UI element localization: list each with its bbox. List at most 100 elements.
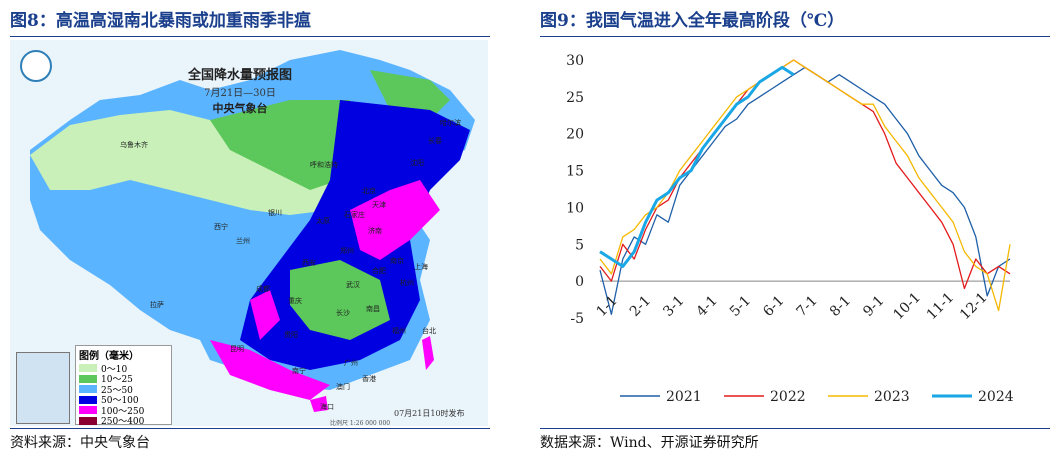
map-issue-time: 07月21日10时发布 [394,409,465,418]
city-label: 长春 [428,137,442,145]
series-line-2024 [599,65,795,268]
city-label: 广州 [344,359,358,367]
legend-row: 10～25 [76,374,171,385]
legend-swatch [79,395,97,404]
left-source-rule [10,428,490,429]
legend-swatch [79,364,97,373]
legend-swatch [79,385,97,394]
map-legend: 图例（毫米） 0～10 10～25 25～50 50～100 100～250 250～40… [75,345,172,426]
y-tick-label: -5 [570,311,584,327]
city-label: 拉萨 [150,301,164,309]
city-label: 南京 [390,257,404,265]
chart-legend: 2021 2022 2023 2024 [620,389,1014,405]
x-tick-label: 12-1 [957,290,991,324]
legend-label: 100～250 [101,406,145,417]
legend-row: 100～250 [76,405,171,417]
city-label: 西宁 [214,223,228,231]
hainan-island [310,396,328,412]
legend-swatch [79,406,97,415]
city-label: 太原 [316,217,330,225]
legend-label: 50～100 [101,396,139,407]
legend-label-2023: 2023 [874,389,910,405]
city-label: 贵阳 [284,331,298,339]
city-label: 昆明 [230,345,244,353]
city-label: 银川 [268,209,282,217]
city-label: 海口 [320,403,334,411]
city-label: 济南 [368,227,382,235]
legend-row: 25～50 [76,384,171,396]
map-title: 全国降水量预报图 [187,68,292,83]
city-label: 呼和浩特 [310,161,338,169]
x-tick-label: 2-1 [627,293,654,320]
map-date-range: 7月21日—30日 [204,88,276,99]
chart-series-lines [599,59,1011,315]
map-org: 中央气象台 [212,102,268,115]
y-tick-label: 5 [575,237,584,253]
city-label: 沈阳 [410,159,424,167]
map-magenta-region [350,180,440,260]
y-tick-label: 20 [566,127,584,143]
series-line-2023 [599,59,1011,312]
y-tick-label: 15 [566,164,584,180]
south-china-sea-inset [16,352,70,424]
series-line-2022 [599,59,1011,290]
city-label: 上海 [414,263,428,271]
left-figure-title: 图8：高温高湿南北暴雨或加重雨季非瘟 [10,11,311,31]
city-label: 合肥 [372,267,386,275]
city-label: 成都 [256,285,270,293]
x-tick-label: 3-1 [660,293,687,320]
legend-label: 10～25 [101,375,133,386]
city-label: 福州 [392,327,406,335]
map-magenta-south [210,340,330,400]
x-tick-label: 6-1 [760,293,787,320]
legend-label-2021: 2021 [666,389,702,405]
cma-logo-icon [20,50,52,82]
legend-row: 250～400 [76,416,171,426]
right-figure-title: 图9：我国气温进入全年最高阶段（℃） [540,11,845,31]
left-source: 资料来源：中央气象台 [10,435,150,451]
precipitation-map: 全国降水量预报图 7月21日—30日 中央气象台 乌鲁木齐 呼和浩特 银川 沈阳… [10,40,488,426]
x-tick-label: 8-1 [827,293,854,320]
city-label: 南昌 [366,305,380,313]
city-label: 石家庄 [344,211,365,219]
x-tick-label: 10-1 [890,290,924,324]
city-label: 哈尔滨 [440,119,461,127]
map-shapes [30,50,475,412]
city-label: 乌鲁木齐 [120,141,148,149]
x-tick-label: 4-1 [694,293,721,320]
city-label: 西安 [302,259,316,267]
legend-label: 250～400 [101,417,145,426]
map-magenta-southwest [250,290,280,340]
x-tick-label: 7-1 [794,293,821,320]
x-tick-label: 9-1 [860,293,887,320]
city-label: 杭州 [400,279,414,287]
temperature-line-chart: 1-1 2-1 3-1 4-1 5-1 6-1 7-1 8-1 9-1 10-1 11-1 12-1 … [566,53,1014,405]
x-tick-label: 1-1 [594,293,621,320]
legend-label: 0～10 [101,364,128,375]
y-tick-label: 25 [566,90,584,106]
city-label: 兰州 [236,237,250,245]
legend-swatch [79,416,97,425]
x-tick-label: 11-1 [924,290,958,324]
legend-label: 25～50 [101,385,133,396]
left-title-rule [10,36,490,37]
city-label: 重庆 [288,297,302,305]
y-tick-label: 0 [575,274,584,290]
right-source-rule [540,428,1050,429]
y-tick-label: 30 [566,53,584,69]
chart-y-ticks: -5 0 5 10 15 20 25 30 [566,53,584,327]
city-label: 北京 [362,187,376,195]
city-label: 香港 [362,375,376,383]
city-label: 郑州 [340,247,354,255]
city-label: 澳门 [336,383,350,391]
chart-x-ticks: 1-1 2-1 3-1 4-1 5-1 6-1 7-1 8-1 9-1 10-1 11-1 12-1 [594,290,991,324]
city-label: 台北 [422,327,436,335]
x-tick-label: 5-1 [727,293,754,320]
legend-label-2022: 2022 [770,389,806,405]
taiwan-island [422,336,434,370]
legend-swatch [79,374,97,383]
legend-label-2024: 2024 [978,389,1014,405]
series-line-2021 [599,66,1011,315]
map-green-region [210,100,360,190]
city-label: 长沙 [336,309,350,317]
